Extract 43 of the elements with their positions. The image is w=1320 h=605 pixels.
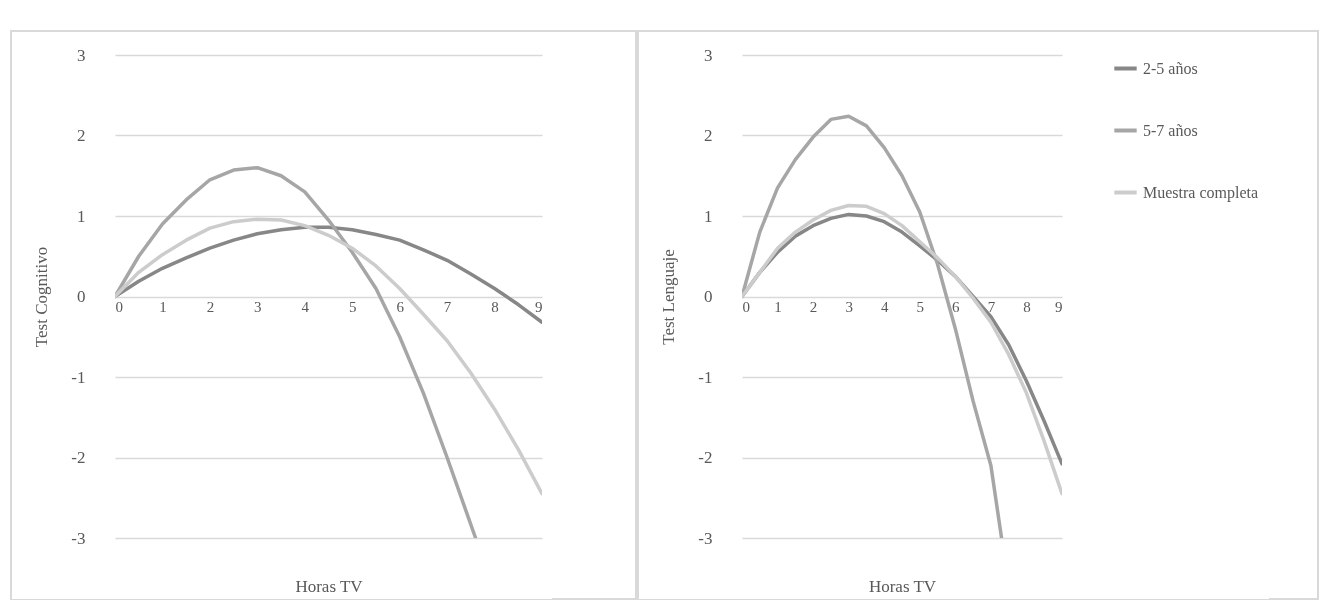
line-series xyxy=(115,225,542,325)
y-tick-label: -3 xyxy=(71,528,86,548)
y-tick-label: 1 xyxy=(77,206,86,226)
y-tick-label: -3 xyxy=(698,528,713,548)
y-tick-label: -2 xyxy=(698,448,713,467)
x-tick-label: 2 xyxy=(206,299,215,315)
x-tick-label: 1 xyxy=(159,299,167,315)
legend-label: Muestra completa xyxy=(1143,183,1259,202)
x-tick-label: 5 xyxy=(916,299,925,315)
x-axis-title: Horas TV xyxy=(868,576,937,596)
y-tick-label: -2 xyxy=(71,448,86,467)
x-tick-label: 9 xyxy=(1055,299,1063,315)
y-tick-label: 2 xyxy=(77,126,86,145)
x-tick-label: 0 xyxy=(742,299,750,315)
y-tick-label: -1 xyxy=(71,367,86,387)
x-tick-label: 6 xyxy=(952,299,961,315)
y-axis-title: Test Cognitivo xyxy=(32,246,52,348)
y-tick-label: -1 xyxy=(698,367,713,387)
x-tick-label: 2 xyxy=(809,299,818,315)
x-tick-label: 3 xyxy=(254,299,262,315)
legend-label: 2-5 años xyxy=(1143,59,1198,77)
x-tick-label: 1 xyxy=(774,299,782,315)
line-series xyxy=(742,114,1004,538)
y-axis-title: Test Lenguaje xyxy=(659,249,679,345)
x-tick-label: 8 xyxy=(1023,299,1031,315)
x-tick-label: 0 xyxy=(115,299,123,315)
x-axis-title: Horas TV xyxy=(295,576,364,596)
x-tick-label: 4 xyxy=(301,299,310,315)
x-tick-label: 7 xyxy=(443,299,452,315)
y-tick-label: 3 xyxy=(77,45,86,65)
y-tick-label: 3 xyxy=(704,45,713,65)
x-tick-label: 7 xyxy=(987,299,996,315)
line-series xyxy=(115,217,542,496)
x-tick-label: 9 xyxy=(535,299,543,315)
x-tick-label: 3 xyxy=(845,299,853,315)
x-tick-label: 4 xyxy=(880,299,889,315)
x-tick-label: 5 xyxy=(348,299,357,315)
x-tick-label: 6 xyxy=(396,299,405,315)
line-series xyxy=(115,165,478,538)
y-tick-label: 2 xyxy=(704,126,713,145)
y-tick-label: 1 xyxy=(704,206,713,226)
legend-label: 5-7 años xyxy=(1143,121,1198,139)
x-tick-label: 8 xyxy=(491,299,499,315)
